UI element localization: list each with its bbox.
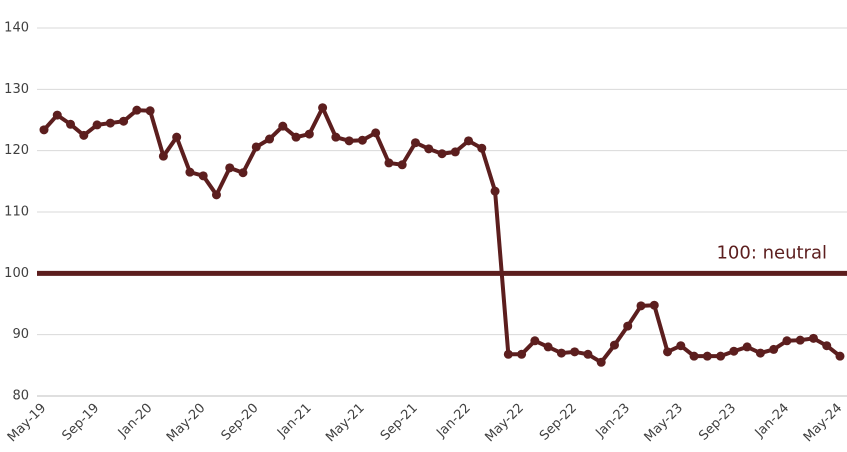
data-point [596,357,606,367]
data-point [132,105,142,115]
data-point [371,128,381,138]
x-tick-label: Sep-19 [59,401,102,444]
data-point [185,167,195,177]
data-point [609,340,619,350]
data-point [39,125,49,135]
data-point [729,346,739,356]
x-tick-label: May-24 [801,401,845,445]
x-tick-label: May-23 [642,401,686,445]
y-tick-label: 120 [4,143,29,158]
y-tick-label: 100 [4,266,29,281]
data-point [517,349,527,359]
data-point [755,348,765,358]
data-point [503,349,513,359]
data-point [570,347,580,357]
data-point [649,300,659,310]
data-point [410,138,420,148]
data-point [384,158,394,168]
data-line [42,105,842,365]
data-point [92,120,102,130]
data-point [119,116,129,126]
data-point [211,190,221,200]
data-point [835,351,845,361]
data-point [795,335,805,345]
x-tick-label: Jan-22 [433,401,474,442]
x-tick-label: Jan-21 [274,401,315,442]
y-tick-label: 130 [4,82,29,97]
x-tick-label: Jan-23 [593,401,634,442]
data-point [265,134,275,144]
data-point [291,132,301,142]
y-tick-label: 110 [4,205,29,220]
data-point [782,336,792,346]
x-tick-label: Sep-20 [219,401,262,444]
data-point [702,351,712,361]
data-point [477,143,487,153]
data-point [105,118,115,128]
data-point [742,342,752,352]
x-tick-label: May-20 [164,401,208,445]
data-point [543,342,553,352]
data-point [808,333,818,343]
x-tick-label: Sep-22 [537,401,580,444]
data-point [278,121,288,131]
data-point [79,130,89,140]
data-point [490,186,500,196]
x-tick-label: May-21 [323,401,367,445]
x-tick-label: Jan-20 [115,401,156,442]
x-tick-label: Sep-23 [696,401,739,444]
data-point [464,136,474,146]
data-point [172,132,182,142]
y-tick-label: 80 [12,389,29,404]
data-point [318,103,328,113]
data-point [52,110,62,120]
data-point [623,321,633,331]
data-point [357,135,367,145]
data-point [251,142,261,152]
data-point [689,351,699,361]
data-point [145,106,155,116]
data-point [663,347,673,357]
data-point [437,149,447,159]
data-point [198,171,208,181]
x-tick-label: May-22 [482,401,526,445]
data-point [304,129,314,139]
data-point [583,349,593,359]
data-point [225,163,235,173]
data-point [636,301,646,311]
data-point [822,341,832,351]
reference-label: 100: neutral [716,242,827,263]
data-point [450,147,460,157]
data-point [530,336,540,346]
data-point [676,341,686,351]
y-tick-label: 90 [12,327,29,342]
x-tick-label: Sep-21 [378,401,421,444]
data-point [331,132,341,142]
data-point [66,119,76,129]
data-point [158,151,168,161]
data-point [716,351,726,361]
data-point [424,144,434,154]
data-point [238,168,248,178]
data-point [769,344,779,354]
data-point [344,136,354,146]
data-point [556,348,566,358]
x-tick-label: May-19 [5,401,49,445]
data-point [397,160,407,170]
x-tick-label: Jan-24 [752,401,793,442]
y-tick-label: 140 [4,21,29,36]
